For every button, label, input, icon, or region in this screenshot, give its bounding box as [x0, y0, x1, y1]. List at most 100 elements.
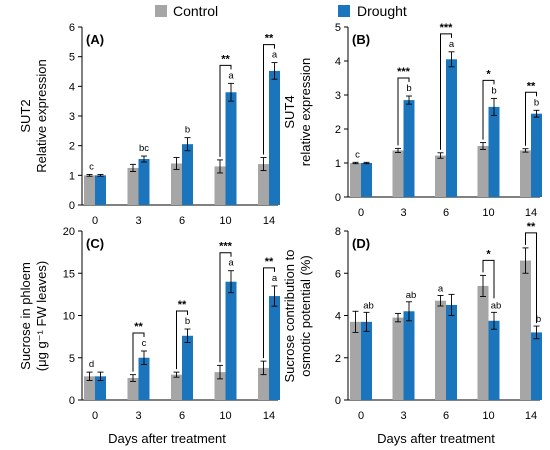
x-tick-label: 6: [179, 410, 185, 422]
significance-stars: **: [265, 33, 274, 45]
x-tick-label: 6: [179, 215, 185, 227]
bar-control: [84, 175, 95, 205]
panel-3: 0 5 10 15 20 (C) Sucrose in phloem(μg g⁻¹ FW l…: [18, 226, 280, 422]
significance-bracket: [525, 91, 537, 146]
bar-drought: [488, 106, 500, 197]
group-letter: b: [185, 125, 190, 136]
bar-control: [171, 163, 182, 205]
bar-control: [350, 163, 361, 197]
group-letter: b: [491, 85, 496, 96]
group-letter: c: [142, 338, 147, 349]
y-tick-label: 2: [69, 141, 75, 153]
significance-bracket: [263, 267, 275, 359]
bar-drought: [182, 144, 193, 205]
bar-drought: [269, 296, 280, 400]
x-tick-label: 0: [92, 215, 98, 227]
panel-label: (B): [352, 32, 370, 47]
group-letter: a: [438, 283, 444, 294]
group-letter: a: [272, 273, 278, 284]
group-letter: a: [228, 258, 234, 269]
x-tick-label: 10: [219, 215, 231, 227]
y-axis-label: SUT4relative expression: [282, 58, 313, 166]
significance-stars: **: [134, 321, 143, 333]
y-tick-label: 5: [335, 22, 341, 34]
legend-label-drought: Drought: [357, 3, 407, 19]
group-letter: d: [89, 359, 94, 370]
bar-drought: [361, 163, 372, 197]
bar-control: [214, 166, 226, 205]
significance-bracket: [176, 310, 188, 370]
bar-drought: [361, 321, 372, 400]
x-axis-label-right: Days after treatment: [377, 431, 495, 446]
panel-label: (A): [86, 32, 104, 47]
significance-bracket: [263, 44, 275, 155]
significance-bracket: [440, 33, 452, 150]
group-letter: c: [89, 161, 94, 172]
panel-1: 0 1 2 3 4 5 6 (A) SUT2Relative expression 0 3 6 10 14…: [18, 22, 280, 227]
y-tick-label: 4: [69, 81, 75, 93]
significance-bracket: [132, 332, 145, 372]
x-tick-label: 3: [400, 410, 406, 422]
y-tick-label: 5: [69, 52, 75, 64]
bar-control: [435, 155, 446, 197]
bar-control: [520, 150, 531, 197]
x-tick-label: 3: [400, 207, 406, 219]
bar-drought: [269, 70, 280, 205]
significance-stars: *: [486, 68, 491, 80]
y-axis-label-line: osmotic potential (%): [298, 255, 313, 376]
y-tick-label: 1: [335, 158, 341, 170]
group-letter: ab: [491, 300, 502, 311]
y-tick-label: 15: [63, 268, 75, 280]
y-axis-label: SUT2Relative expression: [18, 59, 49, 172]
significance-bracket: [219, 64, 232, 157]
y-tick-label: 3: [335, 90, 341, 102]
bar-drought: [488, 320, 500, 400]
bar-control: [214, 372, 226, 400]
y-tick-label: 6: [69, 22, 75, 34]
bar-drought: [225, 281, 237, 400]
bar-control: [127, 378, 139, 400]
bar-drought: [95, 175, 106, 205]
y-axis-label-line: Sucrose contribution to: [282, 250, 297, 383]
legend: Control Drought: [155, 3, 407, 19]
bar-control: [520, 260, 531, 400]
bar-drought: [403, 100, 415, 197]
panel-2: 0 1 2 3 4 5 (B) SUT4relative expression 0 3 6 10 14 c…: [282, 22, 542, 219]
group-letter: bc: [139, 143, 149, 154]
significance-stars: **: [265, 256, 274, 268]
panel-label: (C): [86, 236, 104, 251]
bar-control: [258, 164, 269, 205]
bar-drought: [138, 357, 150, 400]
y-tick-label: 0: [69, 200, 75, 212]
x-tick-label: 6: [443, 410, 449, 422]
significance-bracket: [482, 259, 495, 299]
significance-stars: **: [178, 299, 187, 311]
panel-label: (D): [352, 236, 370, 251]
x-tick-label: 0: [92, 410, 98, 422]
x-tick-label: 0: [358, 207, 364, 219]
group-letter: b: [536, 314, 541, 325]
significance-stars: ***: [219, 241, 233, 253]
panel-4: 0 2 4 6 8 (D) Sucrose contribution toosmotic p…: [282, 221, 542, 422]
bar-control: [477, 285, 489, 400]
group-letter: a: [449, 39, 455, 50]
bar-control: [84, 376, 95, 400]
y-tick-label: 1: [69, 170, 75, 182]
y-tick-label: 2: [335, 124, 341, 136]
bar-control: [258, 367, 269, 400]
bar-control: [392, 150, 404, 197]
x-tick-label: 10: [482, 207, 494, 219]
group-letter: c: [355, 149, 360, 160]
significance-stars: ***: [440, 22, 454, 34]
significance-bracket: [219, 252, 232, 363]
y-axis-label: Sucrose contribution toosmotic potential…: [282, 250, 313, 383]
y-axis-label-line: Sucrose in phloem: [18, 262, 33, 370]
group-letter: ab: [406, 290, 417, 301]
group-letter: a: [272, 50, 278, 61]
bar-drought: [531, 332, 542, 400]
legend-swatch-drought: [338, 5, 350, 17]
legend-swatch-control: [155, 5, 167, 17]
x-tick-label: 14: [263, 410, 275, 422]
y-axis-label: Sucrose in phloem(μg g⁻¹ FW leaves): [18, 261, 49, 371]
